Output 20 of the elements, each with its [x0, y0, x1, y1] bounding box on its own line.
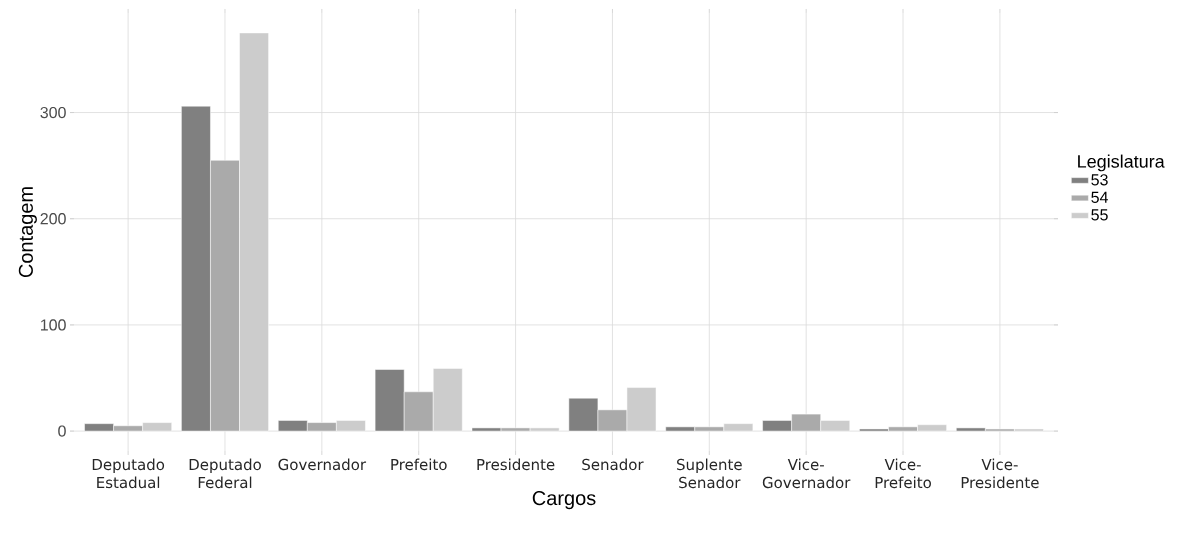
- x-tick-label: Vice-Governador: [762, 458, 851, 489]
- x-tick-label: Presidente: [477, 458, 555, 471]
- y-tick-label: 0: [58, 425, 66, 437]
- x-tick-label: Prefeito: [391, 458, 447, 471]
- y-tick-label: 300: [40, 106, 66, 119]
- x-tick-label: Governador: [278, 458, 367, 471]
- legend-label: 55: [1091, 209, 1108, 221]
- x-tick-label: Suplente Senador: [677, 458, 742, 489]
- x-tick-label: Vice-Prefeito: [875, 458, 931, 489]
- x-tick-label: Senador: [582, 458, 644, 471]
- x-tick-label: Vice-Presidente: [961, 458, 1039, 489]
- x-tick-label: Deputado Federal: [189, 458, 261, 489]
- x-axis-title: Cargos: [532, 491, 596, 510]
- legend-label: 53: [1091, 174, 1108, 186]
- legend-title: Legislatura: [1078, 154, 1165, 172]
- y-axis-title: Contagem: [18, 187, 37, 278]
- x-tick-label: Deputado Estadual: [92, 458, 165, 489]
- y-tick-label: 200: [40, 213, 66, 225]
- y-tick-label: 100: [41, 319, 66, 331]
- legend-label: 54: [1091, 191, 1108, 203]
